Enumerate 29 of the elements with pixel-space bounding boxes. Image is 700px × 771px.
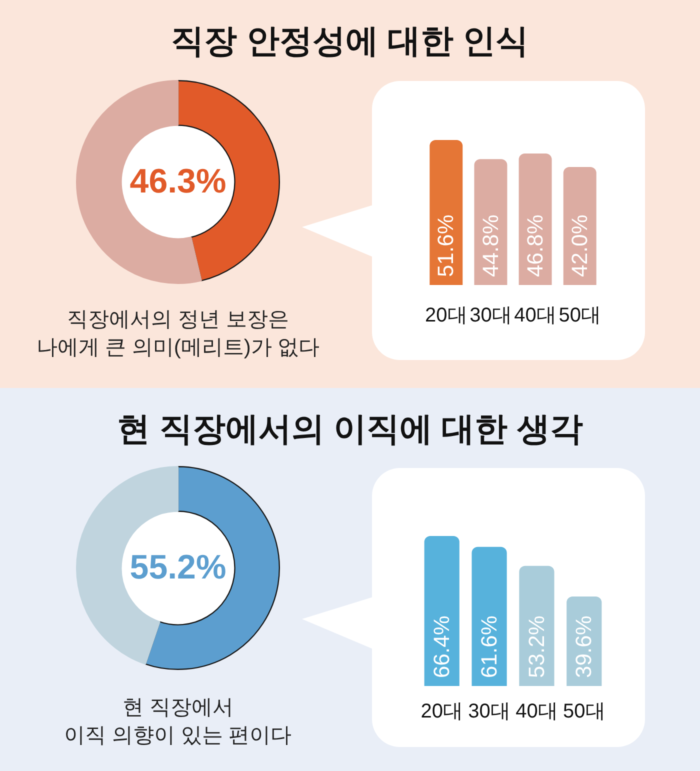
bar (472, 546, 507, 686)
data-label: 55.2% (130, 548, 226, 586)
data-label: 46.3% (130, 162, 226, 200)
bar (474, 159, 508, 285)
data-label: 42.0% (566, 214, 592, 277)
x-tick-label: 30대 (470, 304, 512, 327)
text: 직장 안정성에 대한 인식 (170, 21, 530, 61)
data-label: 51.6% (433, 214, 458, 277)
text: 현 직장에서의 이직에 대한 생각 (116, 409, 584, 449)
text: 현 직장에서 이직 의향이 있는 편이다 (63, 695, 293, 749)
text: 직장에서의 정년 보장은 나에게 큰 의미(메리트)가 없다 (35, 307, 321, 361)
data-label: 61.6% (476, 616, 502, 678)
bar (430, 140, 463, 285)
x-tick-label: 40대 (516, 700, 558, 723)
data-label: 66.4% (428, 616, 454, 678)
x-tick-label: 20대 (425, 304, 468, 327)
data-label: 44.8% (478, 214, 503, 277)
x-tick-label: 20대 (420, 700, 463, 723)
data-label: 46.8% (522, 214, 548, 277)
x-tick-label: 50대 (558, 304, 601, 327)
bar (518, 153, 552, 285)
bar (563, 166, 596, 285)
data-label: 53.2% (524, 616, 549, 678)
x-tick-label: 50대 (563, 700, 606, 723)
bar (519, 566, 554, 686)
data-label: 39.6% (571, 616, 596, 678)
bar (424, 536, 460, 686)
x-tick-label: 40대 (514, 304, 556, 327)
x-tick-label: 30대 (468, 700, 510, 723)
